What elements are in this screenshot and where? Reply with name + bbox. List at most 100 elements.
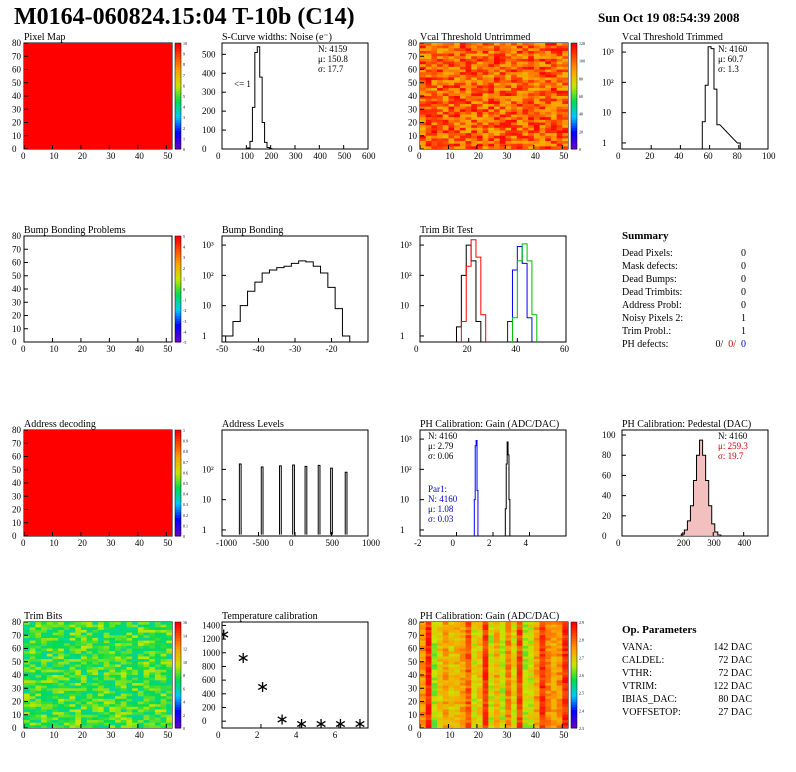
heat-cell [522,45,529,49]
heat-cell [58,659,65,663]
heat-cell [69,664,76,668]
heat-cell [454,690,461,695]
heat-cell [24,643,31,647]
heat-cell [454,58,461,63]
heat-cell [58,661,65,665]
heat-cell [149,624,156,628]
heat-cell [448,651,455,655]
palette-tick: 8 [183,673,185,678]
heat-cell [431,125,438,129]
heat-cell [98,667,105,671]
x-tick-label: 0 [616,151,621,161]
palette-frame [174,235,182,343]
heat-cell [550,706,558,710]
heat-cell [41,624,48,628]
heat-cell [533,714,541,718]
heat-cell [137,661,145,665]
heat-cell [476,643,484,647]
heat-cell [137,698,145,702]
heat-cell [499,127,506,131]
heat-cell [80,643,88,647]
heat-cell [98,672,105,676]
heat-cell [465,637,472,642]
heat-cell [516,698,523,702]
heat-cell [476,146,484,149]
heat-cell [454,96,461,100]
heat-cell [465,114,472,118]
heat-cell [505,61,512,65]
heat-cell [115,629,122,634]
heat-cell [86,701,93,705]
heat-cell [109,669,116,673]
y-tick-label: 60 [12,644,22,654]
heat-cell [160,669,167,673]
heat-cell [471,690,478,695]
x-tick-label: 40 [674,151,684,161]
header-title: M0164-060824.15:04 T-10b (C14) [14,4,355,30]
heat-cell [166,629,172,634]
heat-cell [454,117,461,121]
heat-cell [420,643,427,647]
heat-cell [448,722,455,726]
heat-cell [431,627,438,631]
heat-cell [431,85,438,89]
heat-cell [420,111,427,116]
heat-cell [137,664,145,668]
heat-cell [476,117,484,121]
heat-cell [160,701,167,705]
heat-cell [442,690,449,695]
palette-tick: 12 [183,647,187,652]
heat-cell [465,133,472,137]
heat-cell [533,645,541,649]
heat-cell [528,690,535,695]
heat-cell [52,680,59,684]
heat-cell [459,138,467,142]
heat-cell [494,122,501,126]
heat-cell [459,643,467,647]
x-tick-label: -1000 [216,538,237,548]
heat-cell [35,720,42,724]
y-tick-label: 600 [202,675,216,685]
heat-cell [494,143,501,147]
heat-cell [545,117,552,121]
heat-cell [29,688,36,692]
heat-cell [454,143,461,147]
heat-cell [120,645,127,649]
heat-cell [24,632,31,636]
heat-cell [465,717,472,721]
heat-cell [533,69,541,73]
heat-cell [516,96,523,100]
heat-cell [126,675,133,679]
heat-cell [29,712,36,716]
heat-cell [132,632,139,636]
heat-cell [431,101,438,105]
palette-cell [175,696,181,700]
heat-cell [562,74,568,78]
heat-cell [29,706,36,710]
heat-cell [420,717,427,721]
heat-cell [120,643,127,647]
heat-cell [52,714,59,718]
heat-cell [476,720,484,724]
heat-cell [115,675,122,679]
heat-cell [454,133,461,137]
panel-ph-gain-map: PH Calibration: Gain (ADC/DAC)2.32.42.52… [408,611,584,740]
heat-cell [132,680,139,684]
heat-cell [425,698,432,702]
heat-cell [528,685,535,689]
heat-cell [494,101,501,105]
heat-cell [465,659,472,663]
heat-cell [103,685,110,689]
heat-cell [454,635,461,639]
heat-cell [471,117,478,121]
heat-cell [522,677,529,681]
heat-cell [69,680,76,684]
heat-cell [448,672,455,676]
heat-cell [499,656,506,660]
heat-cell [556,640,563,644]
heat-cell [442,88,449,92]
heat-cell [69,698,76,702]
heat-cell [86,624,93,628]
